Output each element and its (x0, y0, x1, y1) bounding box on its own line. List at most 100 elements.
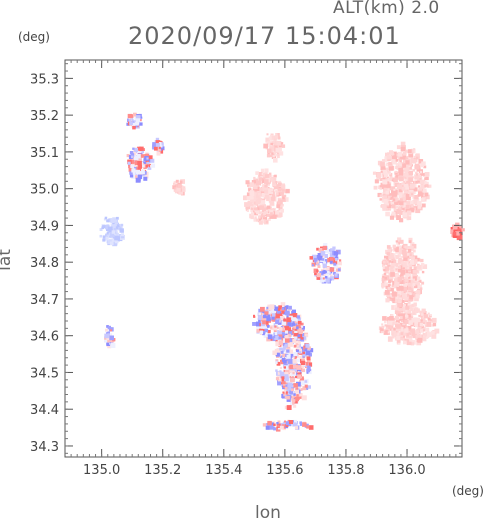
echo-pixel (395, 200, 401, 206)
echo-pixel (425, 336, 429, 339)
echo-pixel (419, 173, 423, 176)
echo-pixel (413, 199, 418, 205)
echo-pixel (269, 146, 275, 151)
echo-pixel (261, 328, 266, 332)
echo-pixel (259, 177, 263, 181)
echo-pixel (153, 143, 157, 146)
y-tick-label: 35.0 (30, 183, 59, 198)
echo-pixel (396, 335, 401, 341)
echo-pixel (287, 388, 292, 393)
echo-pixel (403, 256, 408, 261)
echo-pixel (397, 237, 402, 242)
echo-pixel (278, 340, 284, 346)
echo-pixel (253, 314, 255, 317)
echo-pixel (404, 303, 408, 307)
echo-pixel (405, 273, 410, 278)
echo-pixel (425, 172, 430, 177)
echo-pixel (425, 194, 430, 200)
echo-pixel (261, 324, 266, 329)
echo-pixel (397, 290, 402, 296)
echo-pixel (106, 325, 109, 328)
echo-pixel (299, 393, 303, 396)
echo-pixel (395, 248, 399, 253)
echo-pixel (296, 374, 302, 379)
echo-pixel (396, 322, 399, 325)
echo-pixel (159, 142, 164, 147)
echo-pixel (281, 204, 284, 207)
echo-pixel (426, 321, 432, 327)
echo-pixel (268, 189, 274, 194)
echo-pixel (109, 342, 112, 345)
echo-pixel (175, 184, 179, 188)
echo-pixel (396, 184, 402, 190)
echo-pixel (271, 310, 275, 315)
echo-pixel (253, 179, 258, 184)
echo-pixel (419, 325, 424, 330)
echo-pixel (253, 218, 257, 222)
echo-pixel (424, 314, 428, 319)
echo-pixel (291, 376, 294, 379)
echo-pixel (289, 370, 293, 373)
echo-pixel (148, 155, 153, 160)
echo-pixel (300, 352, 304, 356)
echo-pixel (407, 266, 412, 272)
echo-pixel (133, 155, 139, 160)
echo-pixel (245, 180, 250, 185)
echo-pixel (283, 365, 289, 370)
echo-pixel (431, 333, 437, 339)
echo-pixel (408, 177, 414, 183)
echo-pixel (400, 261, 404, 265)
echo-pixel (389, 324, 394, 329)
echo-pixel (400, 256, 403, 259)
echo-pixel (276, 374, 281, 379)
echo-pixel (327, 271, 330, 274)
echo-pixel (283, 366, 286, 369)
echo-pixel (392, 189, 398, 195)
echo-pixel (300, 322, 304, 326)
echo-pixel (269, 192, 272, 196)
echo-pixel (265, 220, 269, 224)
echo-pixel (395, 208, 398, 211)
echo-pixel (111, 341, 114, 344)
echo-pixel (295, 387, 299, 391)
echo-pixel (276, 140, 281, 146)
echo-pixel (380, 329, 385, 333)
echo-pixel (386, 176, 389, 179)
echo-pixel (399, 285, 404, 291)
echo-pixel (432, 322, 437, 327)
echo-pixel (116, 224, 120, 227)
echo-pixel (403, 202, 409, 208)
echo-pixel (301, 333, 305, 336)
echo-pixel (258, 202, 264, 208)
echo-pixel (419, 178, 422, 180)
echo-pixel (417, 205, 422, 209)
echo-pixel (268, 213, 271, 217)
echo-pixel (173, 188, 178, 192)
echo-pixel (258, 220, 263, 225)
echo-pixel (302, 336, 307, 340)
echo-pixel (134, 161, 138, 165)
echo-pixel (277, 153, 280, 156)
echo-pixel (397, 259, 403, 265)
echo-pixel (297, 320, 302, 325)
echo-pixel (415, 269, 420, 274)
x-tick-label: 135.2 (144, 463, 181, 478)
echo-pixel (252, 192, 257, 198)
echo-pixel (305, 343, 310, 348)
echo-pixel (333, 260, 338, 265)
echo-pixel (408, 332, 412, 336)
echo-pixel (135, 169, 140, 175)
echo-pixel (322, 259, 328, 264)
echo-pixel (324, 248, 330, 254)
echo-pixel (382, 204, 387, 209)
echo-pixel (109, 241, 114, 246)
y-tick-label: 35.3 (30, 72, 59, 87)
echo-pixel (283, 353, 287, 358)
echo-pixel (261, 219, 266, 224)
echo-pixel (392, 198, 396, 202)
echo-pixel (258, 172, 263, 177)
echo-pixel (272, 140, 276, 144)
echo-pixel (330, 248, 335, 253)
echo-pixel (385, 256, 390, 260)
echo-pixel (396, 205, 399, 208)
